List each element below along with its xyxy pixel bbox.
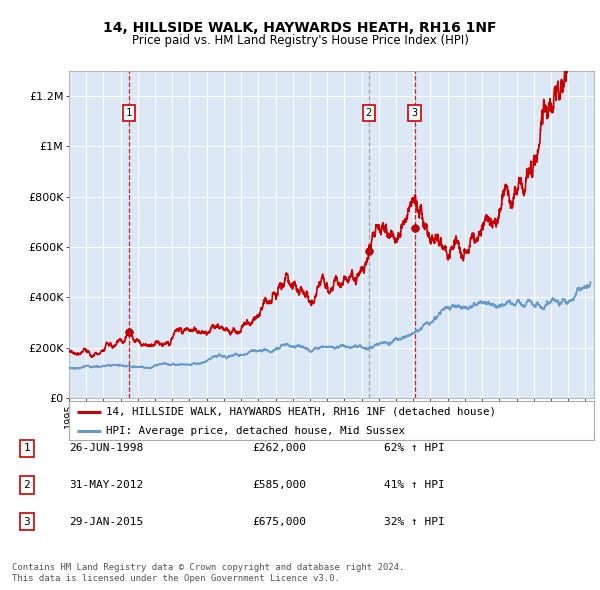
Text: 1: 1 [126, 109, 132, 119]
Text: Contains HM Land Registry data © Crown copyright and database right 2024.
This d: Contains HM Land Registry data © Crown c… [12, 563, 404, 583]
Text: 41% ↑ HPI: 41% ↑ HPI [384, 480, 445, 490]
Text: £262,000: £262,000 [252, 444, 306, 453]
Text: 32% ↑ HPI: 32% ↑ HPI [384, 517, 445, 526]
Text: 3: 3 [412, 109, 418, 119]
Text: £585,000: £585,000 [252, 480, 306, 490]
Text: 26-JUN-1998: 26-JUN-1998 [69, 444, 143, 453]
Text: 1: 1 [23, 444, 31, 453]
Text: 31-MAY-2012: 31-MAY-2012 [69, 480, 143, 490]
Text: 62% ↑ HPI: 62% ↑ HPI [384, 444, 445, 453]
Text: 2: 2 [23, 480, 31, 490]
Text: 14, HILLSIDE WALK, HAYWARDS HEATH, RH16 1NF (detached house): 14, HILLSIDE WALK, HAYWARDS HEATH, RH16 … [106, 407, 496, 417]
Text: HPI: Average price, detached house, Mid Sussex: HPI: Average price, detached house, Mid … [106, 426, 405, 436]
Text: 29-JAN-2015: 29-JAN-2015 [69, 517, 143, 526]
Text: 2: 2 [366, 109, 372, 119]
Text: Price paid vs. HM Land Registry's House Price Index (HPI): Price paid vs. HM Land Registry's House … [131, 34, 469, 47]
Text: 3: 3 [23, 517, 31, 526]
Text: £675,000: £675,000 [252, 517, 306, 526]
Text: 14, HILLSIDE WALK, HAYWARDS HEATH, RH16 1NF: 14, HILLSIDE WALK, HAYWARDS HEATH, RH16 … [103, 21, 497, 35]
